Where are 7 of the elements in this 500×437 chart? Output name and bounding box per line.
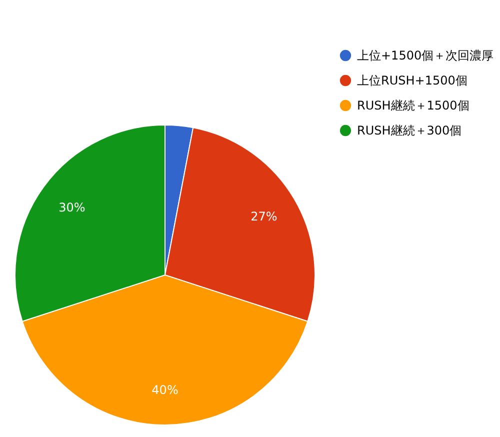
legend-label: 上位RUSH+1500個: [357, 74, 468, 88]
legend-label: RUSH継続＋300個: [357, 124, 462, 138]
legend-label: RUSH継続＋1500個: [357, 98, 470, 112]
data-label: 27%: [250, 209, 278, 224]
legend-label: 上位+1500個＋次回濃厚: [357, 48, 494, 62]
data-label: 40%: [152, 383, 178, 397]
data-label: 30%: [58, 200, 86, 214]
